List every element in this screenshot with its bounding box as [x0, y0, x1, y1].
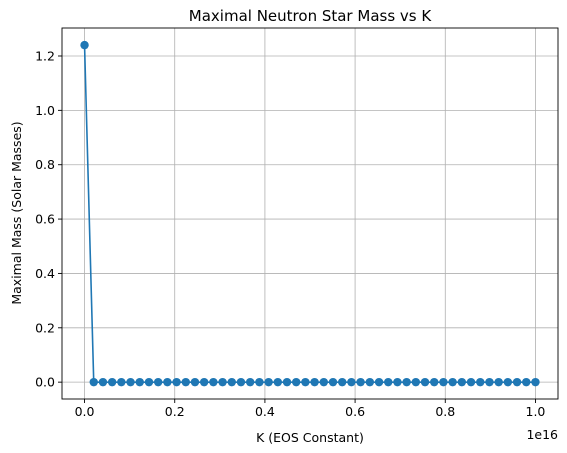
data-point [153, 377, 163, 387]
chart-title: Maximal Neutron Star Mass vs K [189, 7, 433, 25]
data-point [144, 377, 154, 387]
plot-frame [61, 27, 559, 400]
data-point [98, 377, 108, 387]
data-point [126, 377, 135, 387]
data-point [337, 377, 347, 387]
data-point [522, 377, 531, 387]
x-tick-label: 0.4 [255, 404, 275, 419]
y-tick-label: 0.8 [35, 157, 55, 172]
data-point [292, 377, 301, 387]
data-point [328, 377, 338, 387]
data-point [430, 377, 439, 387]
y-tick-label: 0.6 [35, 212, 55, 227]
y-tick-label: 0.4 [35, 266, 55, 281]
data-point [411, 377, 421, 387]
data-point [420, 377, 430, 387]
data-point [384, 377, 393, 387]
data-point [227, 377, 236, 387]
data-point [301, 377, 310, 387]
data-point [439, 377, 448, 387]
data-point [402, 377, 411, 387]
data-point [264, 377, 273, 387]
y-tick-label: 1.0 [35, 103, 55, 118]
y-tick-label: 1.2 [35, 48, 55, 63]
data-point [135, 377, 144, 387]
data-point [80, 40, 89, 50]
grid [62, 28, 558, 399]
data-point [273, 377, 283, 387]
ticks: 0.0 0.2 0.4 0.6 0.8 1.0 0.0 0.2 0.4 0.6 0.8 1.0 1.2 [35, 48, 545, 419]
data-point [245, 377, 255, 387]
x-tick-label: 0.2 [165, 404, 185, 419]
data-point [310, 377, 319, 387]
data-point [218, 377, 227, 387]
data-point [393, 377, 402, 387]
series [80, 40, 540, 387]
data-point [512, 377, 522, 387]
data-point [117, 377, 126, 387]
data-point [503, 377, 513, 387]
data-point [466, 377, 476, 387]
data-point [236, 377, 246, 387]
x-tick-label: 1.0 [526, 404, 546, 419]
x-tick-label: 0.8 [435, 404, 455, 419]
data-point [448, 377, 457, 387]
data-point [374, 377, 384, 387]
data-point [199, 377, 209, 387]
data-point [356, 377, 365, 387]
data-point [365, 377, 375, 387]
data-point [89, 377, 98, 387]
data-point [476, 377, 485, 387]
data-point [181, 377, 190, 387]
data-point [209, 377, 218, 387]
data-point [485, 377, 494, 387]
data-point [107, 377, 117, 387]
data-point [531, 377, 540, 387]
x-tick-label: 0.6 [345, 404, 365, 419]
data-point [190, 377, 200, 387]
data-point [494, 377, 503, 387]
y-tick-label: 0.2 [35, 320, 55, 335]
data-point [163, 377, 172, 387]
x-tick-label: 0.0 [75, 404, 95, 419]
data-point [347, 377, 356, 387]
data-point [282, 377, 292, 387]
data-point [172, 377, 181, 387]
data-point [319, 377, 328, 387]
data-point [255, 377, 264, 387]
y-tick-label: 0.0 [35, 375, 55, 390]
y-axis-label: Maximal Mass (Solar Masses) [9, 121, 24, 304]
data-point [457, 377, 467, 387]
x-axis-offset-label: 1e16 [526, 427, 558, 442]
x-axis-label: K (EOS Constant) [256, 430, 364, 445]
